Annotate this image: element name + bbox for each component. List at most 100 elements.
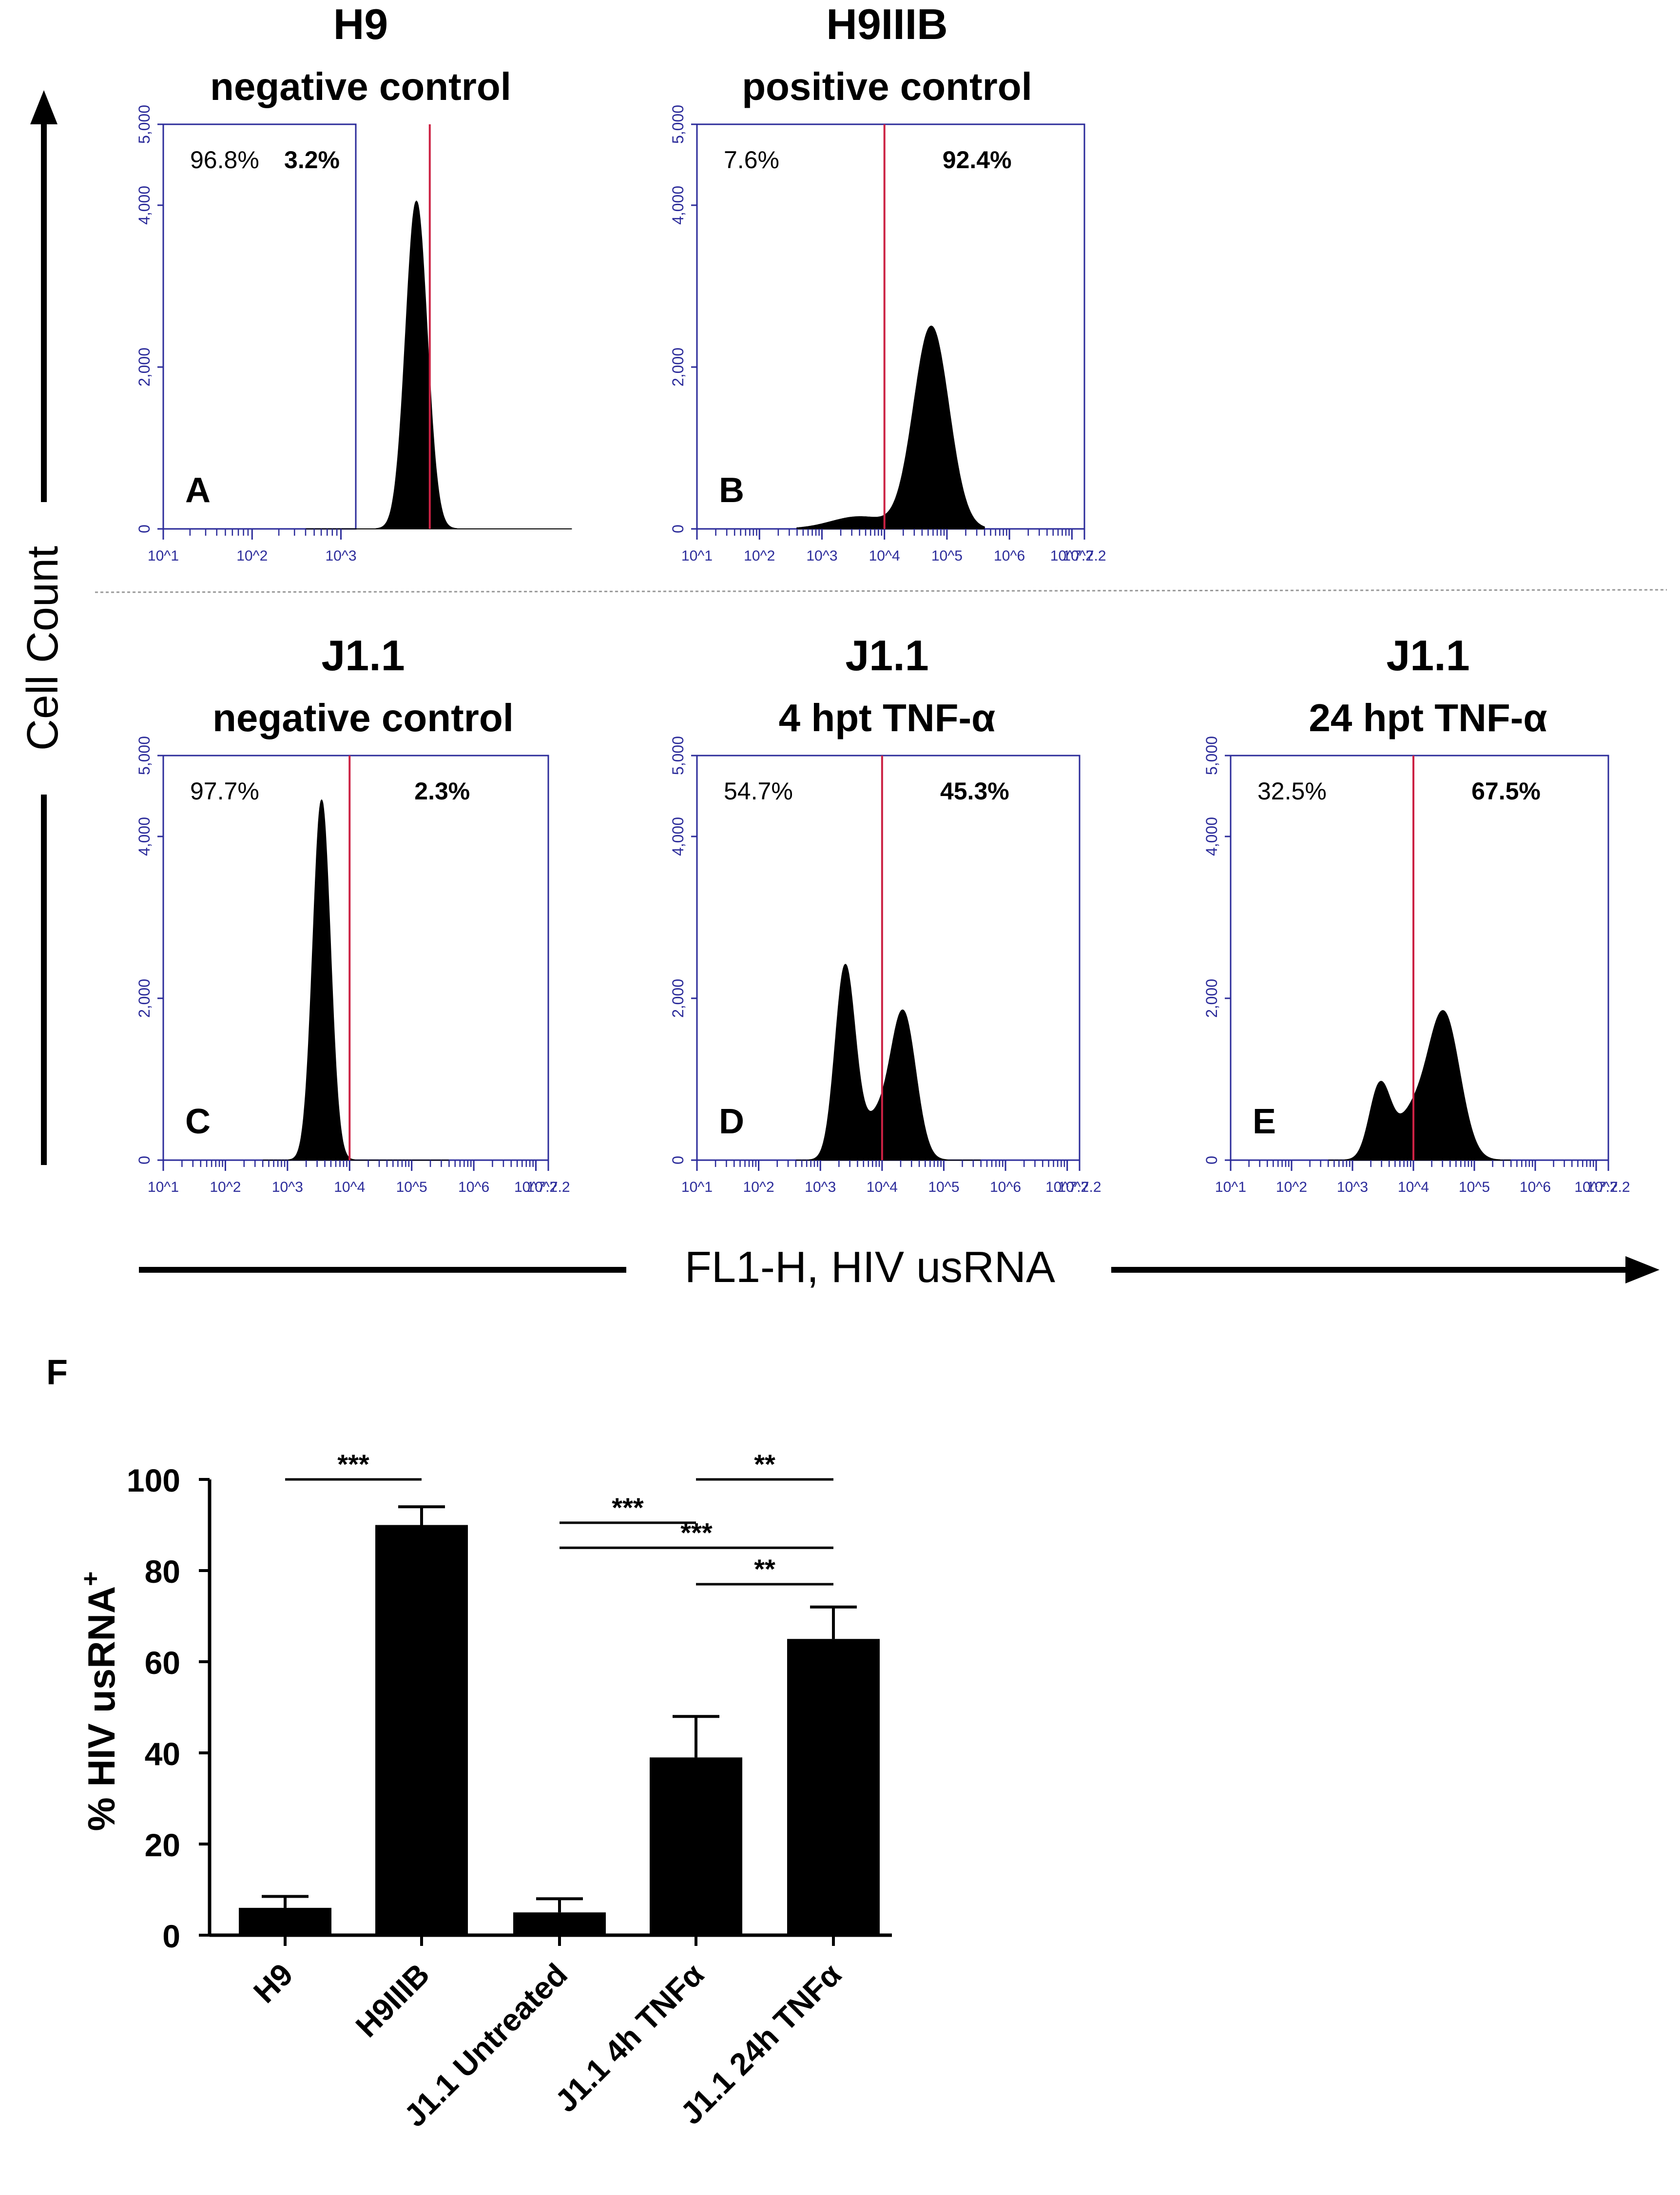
histogram-fill [1328,1010,1511,1161]
histogram-panel-e: J1.1 24 hpt TNF-α 32.5% 67.5% E 0 2,000 4,000 5,… [1203,631,1630,1195]
y-tick-label: 0 [135,524,153,533]
significance-label: *** [337,1449,369,1479]
y-tick-label: 2,000 [669,979,687,1018]
x-tick-label: 10^2 [744,548,775,564]
x-tick-label: 10^2 [743,1179,774,1195]
bar-y-tick-label: 40 [145,1736,180,1772]
bar-y-axis-title-text: % HIV usRNA [80,1586,123,1831]
panel-subtitle: 4 hpt TNF-α [779,696,996,739]
panel-subtitle: negative control [210,65,511,108]
histogram-fill [796,325,985,529]
y-tick-label: 4,000 [669,817,687,856]
panel-letter: D [719,1102,744,1141]
x-tick-label: 10^7.2 [1045,1179,1089,1195]
bar-y-axis-title-superscript: + [77,1571,105,1586]
panel-title: H9 [333,0,388,48]
x-tick-label: 10^1 [1215,1179,1246,1195]
right-gate-percent: 92.4% [943,146,1012,174]
left-gate-percent: 96.8% [190,146,259,174]
bar [650,1757,742,1935]
bar-y-tick-label: 80 [145,1554,180,1590]
panel-letter: A [185,471,211,510]
x-tick-label: 10^7.2 [1062,548,1106,564]
y-tick-label: 2,000 [1203,979,1220,1018]
histogram-fill [305,200,572,529]
x-tick-label: 10^5 [931,548,963,564]
panel-title: J1.1 [321,631,405,680]
y-tick-label: 2,000 [669,348,687,387]
x-tick-label: 10^7.2 [514,1179,558,1195]
y-tick-label: 5,000 [669,736,687,775]
histogram-fill [795,964,981,1161]
x-axis-label: FL1-H, HIV usRNA [685,1243,1055,1292]
bar-y-tick-label: 20 [145,1827,180,1863]
x-tick-label: 10^3 [806,548,837,564]
left-gate-percent: 32.5% [1257,777,1327,805]
significance-label: *** [680,1517,713,1548]
x-tick-label: 10^1 [681,1179,713,1195]
histogram-fill [262,799,449,1161]
x-tick-label: 10^1 [681,548,713,564]
histogram-panel-c: J1.1 negative control 97.7% 2.3% C 0 2,000 4,00… [135,631,570,1195]
panel-divider [95,589,1667,593]
left-gate-percent: 54.7% [724,777,793,805]
y-tick-label: 0 [669,524,687,533]
right-gate-percent: 2.3% [414,777,470,805]
bar-y-tick-label: 60 [145,1645,180,1681]
plot-frame [696,123,1085,530]
bar [787,1639,880,1935]
y-tick-label: 5,000 [1203,736,1220,775]
x-tick-label: 10^4 [869,548,900,564]
y-tick-label: 2,000 [135,348,153,387]
x-tick-label: 10^6 [458,1179,489,1195]
bar [513,1912,606,1935]
x-tick-label: 10^2 [1276,1179,1307,1195]
x-tick-label: 10^3 [1337,1179,1368,1195]
left-gate-percent: 97.7% [190,777,259,805]
x-tick-label: 10^7.2 [1050,548,1094,564]
x-tick-label: 10^1 [148,548,179,564]
significance-label: ** [754,1554,775,1584]
x-tick-label: 10^3 [325,548,356,564]
y-tick-label: 2,000 [135,979,153,1018]
right-gate-percent: 67.5% [1471,777,1541,805]
y-axis-label: Cell Count [19,546,67,751]
panel-title: J1.1 [845,631,928,680]
bar-category-label: H9 [247,1957,300,2010]
significance-label: *** [612,1492,644,1523]
bar [239,1907,331,1935]
x-tick-label: 10^4 [867,1179,898,1195]
x-tick-label: 10^1 [148,1179,179,1195]
x-tick-label: 10^6 [994,548,1025,564]
x-tick-label: 10^7.2 [526,1179,570,1195]
y-tick-label: 5,000 [135,736,153,775]
right-gate-percent: 3.2% [284,146,340,174]
y-tick-label: 4,000 [135,817,153,856]
y-tick-label: 0 [135,1156,153,1165]
x-tick-label: 10^4 [334,1179,365,1195]
bar-category-label: H9IIIB [349,1957,436,2044]
significance-label: ** [754,1449,775,1479]
panel-f-letter: F [46,1353,68,1392]
y-tick-label: 5,000 [669,105,687,144]
x-tick-label: 10^5 [1459,1179,1490,1195]
bar [375,1525,468,1935]
x-tick-label: 10^6 [1520,1179,1551,1195]
panel-title: J1.1 [1386,631,1469,680]
plot-frame [162,755,549,1161]
panel-letter: E [1253,1102,1276,1141]
plot-frame [162,123,357,530]
y-arrow-head [30,90,58,124]
panel-subtitle: positive control [742,65,1032,108]
y-tick-label: 4,000 [669,186,687,225]
x-tick-label: 10^4 [1398,1179,1429,1195]
panel-letter: C [185,1102,211,1141]
bar-y-tick-label: 100 [127,1462,180,1498]
histogram-panel-d: J1.1 4 hpt TNF-α 54.7% 45.3% D 0 2,000 4,000 5,0… [669,631,1101,1195]
panel-title: H9IIIB [826,0,947,48]
x-tick-label: 10^7.2 [1574,1179,1618,1195]
y-tick-label: 5,000 [135,105,153,144]
x-tick-label: 10^3 [805,1179,836,1195]
